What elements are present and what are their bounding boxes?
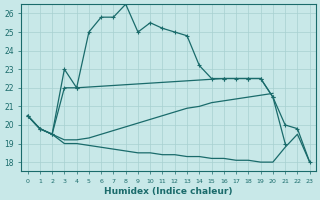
- X-axis label: Humidex (Indice chaleur): Humidex (Indice chaleur): [104, 187, 233, 196]
